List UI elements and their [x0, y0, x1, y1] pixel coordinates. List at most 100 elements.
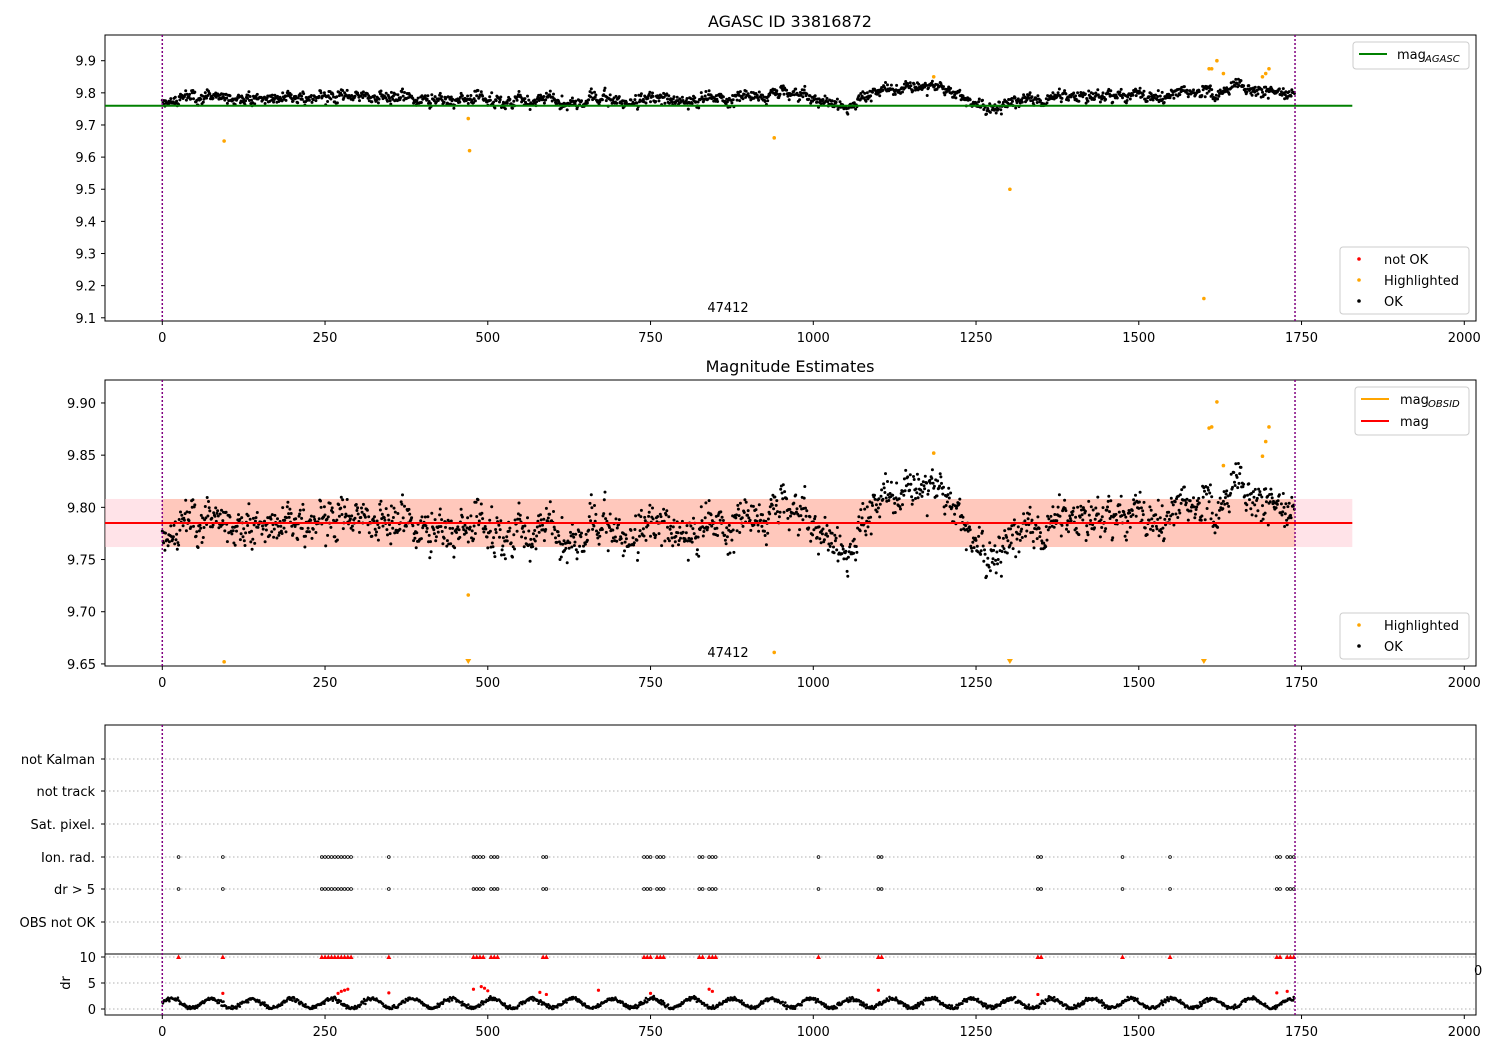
- panel2-ok-point: [192, 524, 195, 528]
- panel1-legend-box: [1352, 41, 1470, 70]
- panel2-ok-point: [1110, 538, 1114, 542]
- flag-marker: [700, 887, 705, 891]
- panel2-ok-point: [1216, 525, 1220, 529]
- panel1-ok-point: [838, 100, 842, 104]
- panel1-ok-point: [1247, 84, 1251, 88]
- panel1-ok-point: [193, 90, 197, 94]
- panel2-ok-point: [779, 487, 783, 491]
- panel2-ok-point: [691, 527, 695, 531]
- panel2-ok-point: [276, 517, 279, 521]
- panel2-ok-point: [579, 535, 583, 539]
- panel1-highlighted-point: [772, 136, 777, 140]
- panel2-ok-point: [1064, 509, 1068, 513]
- panel1-ok-point: [1287, 90, 1291, 94]
- panel1-highlighted-point: [467, 148, 472, 153]
- dr-point: [705, 1003, 709, 1007]
- dr-point: [301, 1002, 304, 1005]
- panel2-ok-point: [919, 488, 923, 492]
- panel2-ok-point: [248, 517, 252, 521]
- flag-marker: [661, 855, 666, 859]
- panel2-ok-point: [647, 514, 651, 518]
- panel2-ok-point: [468, 525, 472, 529]
- panel1-ok-point: [798, 98, 802, 102]
- panel2-ok-point: [886, 480, 889, 483]
- panel2-ok-point: [653, 536, 657, 540]
- panel2-ok-point: [605, 519, 609, 523]
- panel2-ok-point: [470, 529, 474, 533]
- panel2-ok-point: [1034, 523, 1038, 527]
- panel2-ok-point: [878, 515, 882, 519]
- panel2-ok-point: [664, 513, 668, 517]
- panel2-ok-point: [1060, 523, 1064, 527]
- flag-marker: [333, 887, 337, 891]
- panel2-ok-point: [925, 514, 929, 518]
- dr-point: [364, 1002, 367, 1006]
- panel1-ok-point: [825, 96, 829, 100]
- panel2-ok-point: [878, 502, 882, 506]
- panel2-ok-point: [953, 512, 957, 516]
- panel2-ok-point: [666, 537, 670, 540]
- panel2-ok-point: [302, 508, 306, 512]
- panel2-ok-point: [941, 492, 945, 496]
- panel2-ok-point: [1266, 494, 1270, 498]
- panel2-ok-point: [483, 525, 487, 528]
- panel2-ok-point: [372, 519, 376, 523]
- panel2-ok-point: [459, 507, 463, 511]
- panel2-ok-point: [782, 510, 786, 514]
- dr-point: [217, 1001, 221, 1005]
- panel2-ok-point: [1149, 508, 1153, 512]
- panel2-ok-point: [608, 512, 612, 516]
- panel2-ok-point: [1079, 504, 1083, 508]
- panel2-ok-point: [799, 514, 803, 518]
- panel2-ok-point: [591, 527, 595, 531]
- panel2-ok-point: [877, 497, 881, 501]
- panel2-ok-point: [943, 512, 947, 516]
- panel1-ok-point: [735, 93, 738, 97]
- panel1-ok-point: [651, 91, 654, 95]
- panel1-ok-point: [901, 90, 904, 94]
- panel2-ok-point: [373, 515, 376, 519]
- panel2-ok-point: [1085, 524, 1089, 528]
- panel2-ok-point: [947, 496, 951, 500]
- panel2-ok-point: [982, 559, 986, 563]
- panel2-ok-point: [1245, 503, 1249, 507]
- panel2-ok-point: [175, 532, 179, 536]
- panel2-ok-point: [341, 498, 345, 502]
- panel1-ok-point: [1056, 91, 1060, 95]
- dr-point: [537, 1002, 540, 1005]
- panel1-ok-point: [473, 99, 477, 103]
- panel2-ok-point: [751, 504, 755, 508]
- panel2-ok-point: [959, 528, 963, 532]
- panel1-ok-point: [1156, 89, 1160, 93]
- panel1-highlighted-point: [1221, 71, 1226, 76]
- panel2-ok-point: [193, 503, 197, 507]
- dr-point: [610, 999, 613, 1002]
- panel2-ok-point: [846, 574, 850, 578]
- panel2-ok-point: [1049, 514, 1053, 518]
- panel2-ok-point: [312, 515, 316, 519]
- panel2-ok-point: [802, 496, 806, 500]
- panel2-ok-point: [977, 534, 981, 538]
- panel2-ok-point: [1197, 501, 1201, 505]
- panel2-ok-point: [699, 505, 703, 509]
- panel1-highlighted-point: [1263, 71, 1268, 76]
- panel1-ok-point: [802, 88, 806, 92]
- panel2-ok-point: [410, 516, 414, 520]
- panel1-ok-point: [574, 99, 578, 103]
- panel1-ok-point: [744, 89, 748, 93]
- panel1-ok-point: [326, 100, 330, 103]
- panel2-ok-point: [1100, 515, 1104, 519]
- panel2-ok-point: [1274, 506, 1278, 510]
- panel2-ok-point: [760, 524, 764, 528]
- panel2-ok-point: [667, 539, 671, 543]
- panel2-ok-point: [730, 538, 734, 542]
- panel2-ok-point: [852, 537, 856, 541]
- panel2-ok-point: [287, 515, 291, 519]
- panel1-ok-point: [869, 99, 873, 103]
- panel1-ok-point: [614, 94, 618, 98]
- dr-point: [697, 997, 700, 1001]
- panel2-ok-point: [1252, 495, 1256, 499]
- panel2-ok-point: [636, 558, 639, 562]
- panel2-ok-point: [1246, 493, 1249, 497]
